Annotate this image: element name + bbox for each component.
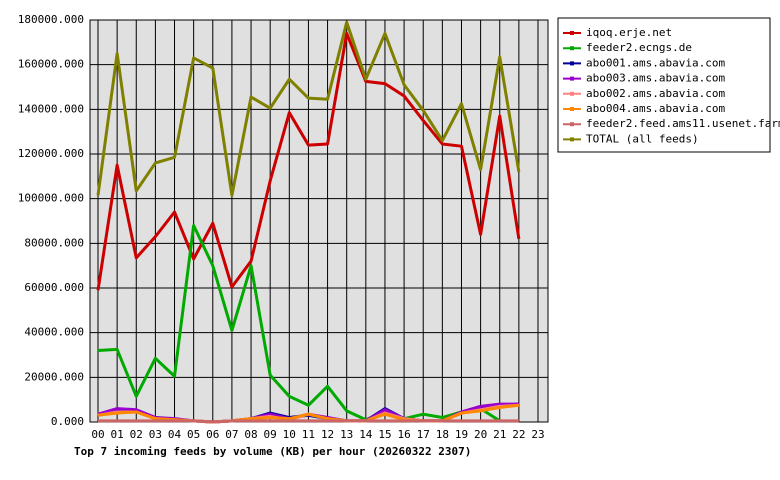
y-tick-label: 40000.000 [24,326,84,339]
x-tick-label: 22 [512,428,525,441]
x-tick-label: 10 [283,428,296,441]
x-tick-label: 08 [244,428,257,441]
series-line [98,419,519,424]
y-tick-label: 120000.000 [18,147,84,160]
series-line [96,31,521,291]
x-tick-label: 07 [225,428,238,441]
x-tick-label: 05 [187,428,200,441]
legend-label: iqoq.erje.net [586,26,672,39]
x-tick-label: 00 [91,428,104,441]
x-tick-label: 02 [130,428,143,441]
legend-label: abo001.ams.abavia.com [586,56,725,69]
y-tick-label: 100000.000 [18,192,84,205]
legend-label: abo002.ams.abavia.com [586,87,725,100]
x-tick-label: 19 [455,428,468,441]
x-tick-label: 13 [340,428,353,441]
legend-marker [570,122,574,127]
x-tick-label: 20 [474,428,487,441]
legend-label: feeder2.feed.ams11.usenet.farm [586,117,780,130]
x-tick-label: 09 [264,428,277,441]
x-tick-label: 21 [493,428,506,441]
legend-box [557,17,771,153]
x-tick-label: 23 [531,428,544,441]
x-tick-label: 15 [378,428,391,441]
x-tick-label: 11 [302,428,315,441]
x-tick-label: 17 [417,428,430,441]
legend-marker [570,107,574,111]
legend-label: feeder2.ecngs.de [586,41,692,54]
legend-marker [570,76,574,81]
x-tick-label: 03 [149,428,162,441]
y-tick-label: 0.000 [51,415,84,428]
legend-marker [570,46,574,51]
x-tick-label: 01 [111,428,124,441]
y-tick-label: 60000.000 [24,281,84,294]
y-tick-label: 180000.000 [18,13,84,26]
chart-title: Top 7 incoming feeds by volume (KB) per … [74,445,471,458]
y-tick-label: 140000.000 [18,102,84,115]
x-tick-label: 16 [397,428,410,441]
series-line [97,223,501,423]
x-tick-label: 06 [206,428,219,441]
x-tick-label: 12 [321,428,334,441]
legend-marker [570,31,574,35]
legend-label: TOTAL (all feeds) [586,132,699,145]
x-tick-label: 14 [359,428,373,441]
y-tick-label: 160000.000 [18,58,84,71]
y-tick-label: 80000.000 [24,236,84,249]
legend-label: abo003.ams.abavia.com [586,72,725,85]
x-tick-label: 04 [168,428,182,441]
x-tick-label: 18 [436,428,449,441]
legend-marker [570,91,574,96]
legend-marker [570,61,574,66]
y-tick-label: 20000.000 [24,370,84,383]
legend-label: abo004.ams.abavia.com [586,102,725,115]
series-line [96,20,521,197]
legend-marker [570,137,574,142]
